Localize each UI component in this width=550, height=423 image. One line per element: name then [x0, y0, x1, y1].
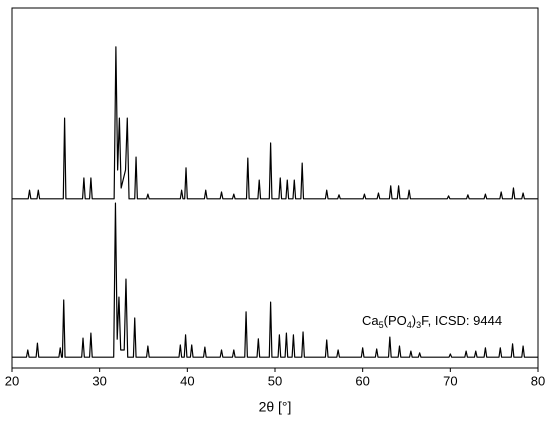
xrd-pattern: [12, 46, 538, 200]
annotation-part: F, ICSD: 9444: [421, 313, 502, 328]
x-tick-label: 60: [355, 373, 369, 388]
annotation-sub: 5: [379, 320, 384, 330]
x-axis-label: 2θ [°]: [259, 399, 292, 415]
annotation-part: ): [412, 313, 416, 328]
annotation-sub: 4: [407, 320, 412, 330]
annotation-part: (PO: [384, 313, 407, 328]
xrd-pattern: [12, 202, 538, 358]
x-tick-label: 30: [92, 373, 106, 388]
annotation-sub: 3: [416, 320, 421, 330]
annotation-part: Ca: [362, 313, 379, 328]
x-tick-label: 80: [531, 373, 545, 388]
annotation: Ca5(PO4)3F, ICSD: 9444: [362, 313, 502, 330]
x-tick-label: 50: [268, 373, 282, 388]
x-tick-label: 40: [180, 373, 194, 388]
x-tick-label: 70: [443, 373, 457, 388]
x-tick-label: 20: [5, 373, 19, 388]
